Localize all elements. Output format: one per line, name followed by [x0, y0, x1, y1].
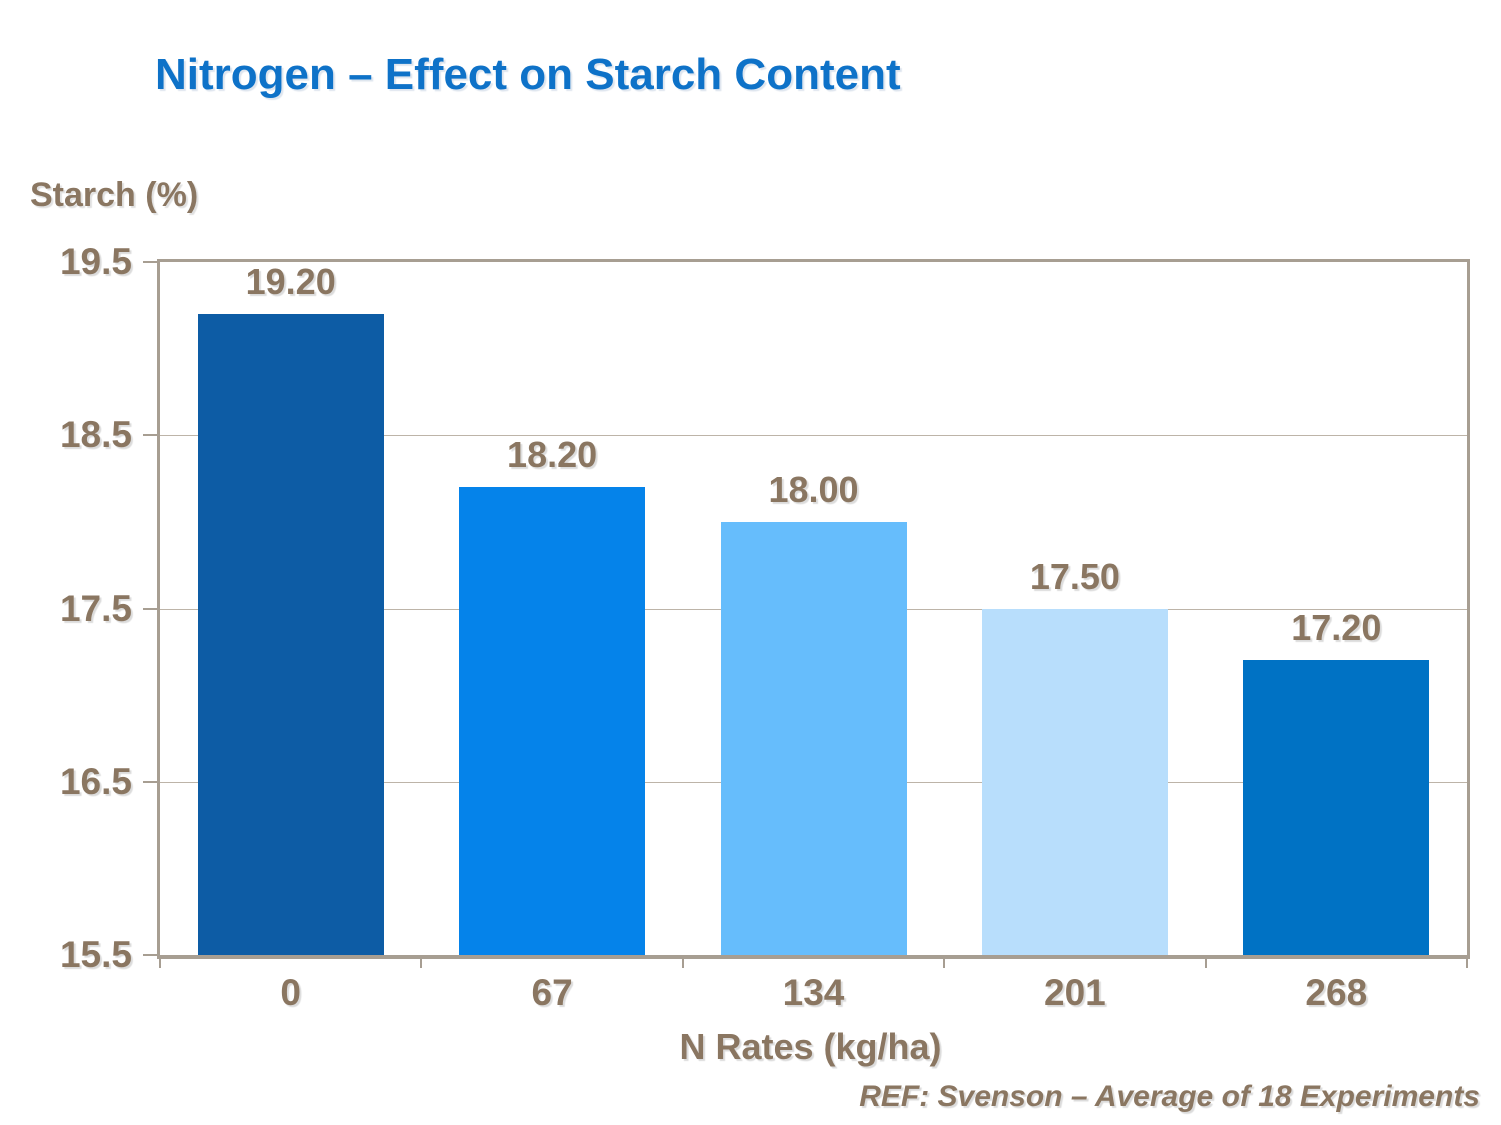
y-tick-label: 16.5 — [59, 760, 132, 802]
y-tick-mark — [143, 780, 157, 783]
y-tick-mark — [143, 261, 157, 263]
bar — [459, 487, 646, 955]
x-tick-label: 134 — [782, 972, 845, 1013]
bar — [197, 313, 384, 955]
bar — [1243, 660, 1430, 955]
x-tick-label: 268 — [1305, 972, 1368, 1013]
bar-value-label: 18.20 — [507, 434, 598, 476]
y-axis-title: Starch (%) — [30, 176, 199, 214]
y-tick-label: 15.5 — [59, 934, 132, 975]
x-tick-mark — [420, 959, 423, 968]
x-tick-mark — [1466, 959, 1468, 968]
y-tick-label: 19.5 — [59, 241, 132, 282]
bar-value-label: 18.00 — [768, 468, 859, 510]
x-tick-label: 201 — [1044, 972, 1106, 1013]
bar — [720, 521, 907, 955]
gridline — [160, 435, 1467, 437]
x-axis-title: N Rates (kg/ha) — [679, 1026, 942, 1067]
y-tick-mark — [143, 954, 157, 956]
x-tick-mark — [1204, 959, 1207, 968]
y-tick-label: 17.5 — [59, 587, 132, 629]
y-tick-mark — [143, 607, 157, 610]
x-tick-mark — [681, 959, 684, 968]
x-tick-mark — [943, 959, 946, 968]
y-tick-mark — [143, 434, 157, 437]
bar-value-label: 17.50 — [1029, 555, 1120, 597]
x-tick-label: 67 — [531, 972, 573, 1013]
reference-note: REF: Svenson – Average of 18 Experiments — [859, 1080, 1480, 1113]
x-tick-mark — [159, 959, 161, 968]
chart-title: Nitrogen – Effect on Starch Content — [155, 50, 901, 99]
y-tick-label: 18.5 — [59, 414, 132, 456]
x-tick-label: 0 — [280, 972, 301, 1013]
plot-area: 19.20 18.20 18.00 17.50 17.20 — [157, 259, 1470, 959]
bar-value-label: 17.20 — [1291, 607, 1382, 649]
bar — [981, 608, 1168, 955]
bar-value-label: 19.20 — [245, 260, 336, 302]
